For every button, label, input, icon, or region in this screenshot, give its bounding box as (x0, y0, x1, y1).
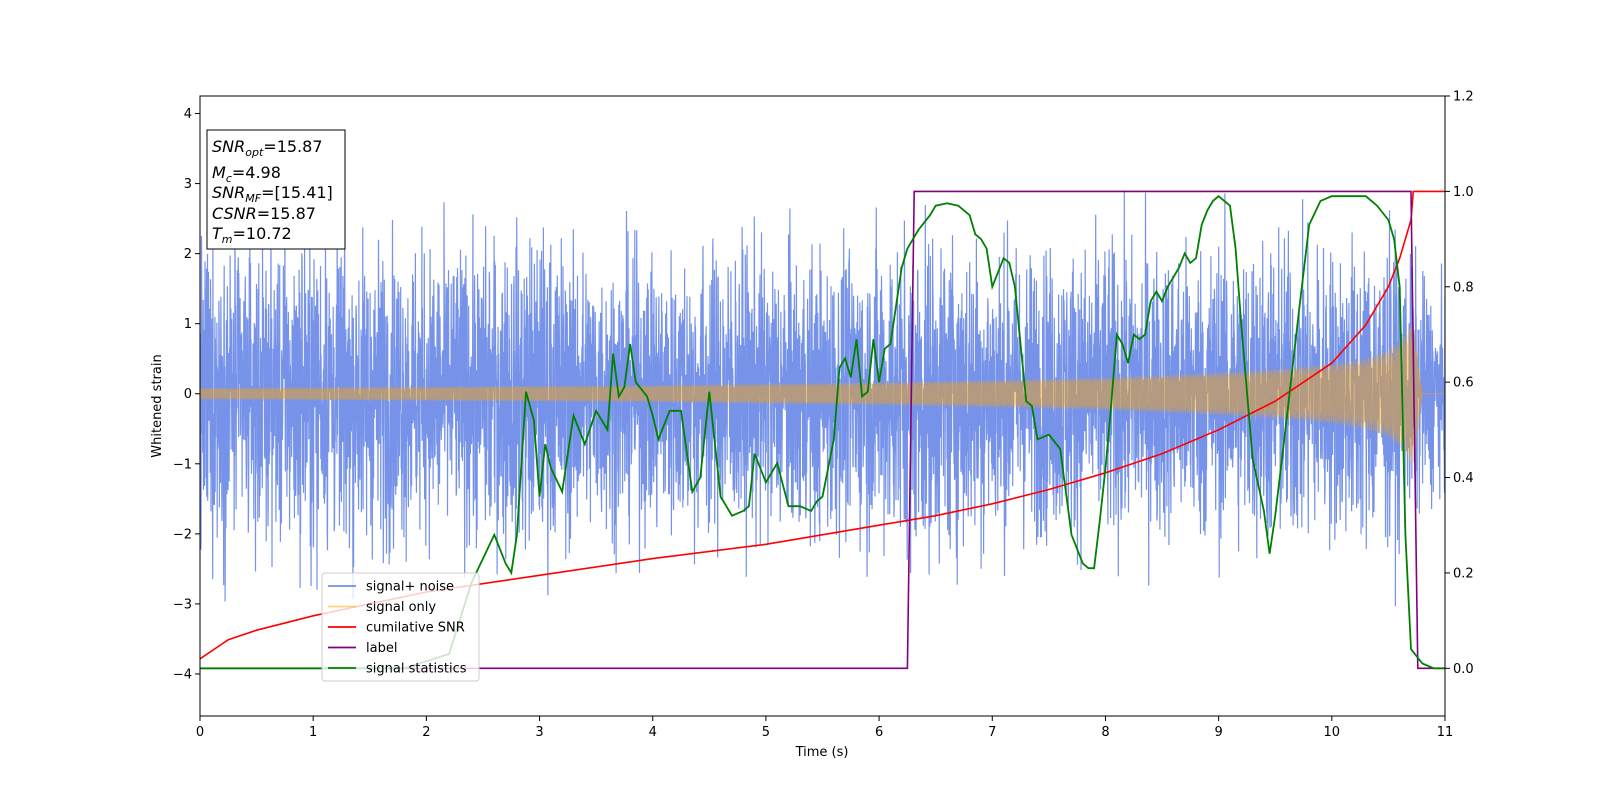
x-tick-label: 1 (309, 725, 317, 740)
y-tick-label: −2 (173, 527, 192, 542)
y2-tick-label: 0.8 (1453, 280, 1474, 295)
x-tick-label: 8 (1101, 725, 1109, 740)
annotation-frame (206, 129, 346, 250)
series-signal-statistics (200, 195, 1445, 670)
legend-label: label (366, 641, 397, 656)
axes-frame (199, 95, 1446, 717)
y2-tick-label: 0.6 (1453, 376, 1474, 391)
x-axis-label: Time (s) (795, 745, 849, 760)
snr-opt-value: =15.87 (263, 137, 322, 156)
csnr-value: =15.87 (257, 204, 316, 223)
tm-value: =10.72 (233, 224, 292, 243)
y-tick-label: 3 (184, 177, 192, 192)
tm-name: T (212, 224, 223, 243)
x-axis-ticks: 0 1 2 3 4 5 6 7 8 9 10 11 (196, 716, 1453, 740)
y-tick-label: −3 (173, 597, 192, 612)
snr-mf-value: =[15.41] (261, 183, 333, 202)
legend-label: signal+ noise (366, 580, 454, 595)
x-tick-label: 10 (1324, 725, 1341, 740)
y2-tick-label: 0.2 (1453, 566, 1474, 581)
x-tick-label: 9 (1214, 725, 1222, 740)
x-tick-label: 7 (988, 725, 996, 740)
csnr-name: CSNR (212, 204, 257, 223)
snr-mf-sub: MF (245, 192, 261, 205)
y2-tick-label: 1.0 (1453, 185, 1474, 200)
annotation-tm: Tm=10.72 (212, 224, 292, 246)
mc-sub: c (226, 172, 232, 185)
x-tick-label: 2 (422, 725, 430, 740)
legend-frame (321, 572, 480, 682)
legend: signal+ noise signal only cumilative SNR la… (321, 572, 480, 682)
annotation-snr-mf: SNRMF=[15.41] (212, 183, 333, 205)
annotation-mc: Mc=4.98 (212, 163, 281, 185)
x-tick-label: 5 (762, 725, 770, 740)
y2-tick-label: 0.4 (1453, 471, 1474, 486)
mc-name: M (212, 163, 226, 182)
legend-label: signal statistics (366, 662, 467, 677)
y2-tick-label: 1.2 (1453, 90, 1474, 105)
tm-sub: m (222, 233, 233, 246)
legend-items: signal+ noise signal only cumilative SNR la… (328, 580, 467, 677)
y-tick-label: 0 (184, 387, 192, 402)
y2-axis-ticks: 0.0 0.2 0.4 0.6 0.8 1.0 1.2 (1445, 90, 1474, 677)
y-tick-label: 2 (184, 247, 192, 262)
y2-tick-label: 0.0 (1453, 662, 1474, 677)
x-tick-label: 3 (535, 725, 543, 740)
y-tick-label: 4 (184, 107, 192, 122)
y-tick-label: 1 (184, 317, 192, 332)
snr-mf-name: SNR (212, 183, 245, 202)
x-tick-label: 4 (649, 725, 657, 740)
x-tick-label: 0 (196, 725, 204, 740)
y-axis-label: Whitened strain (150, 354, 165, 457)
snr-opt-sub: opt (245, 146, 264, 159)
annotation-csnr: CSNR=15.87 (212, 204, 316, 223)
series-signal-noise (200, 189, 1445, 607)
y-tick-label: −1 (173, 457, 192, 472)
legend-label: signal only (366, 600, 436, 615)
x-tick-label: 6 (875, 725, 883, 740)
y-axis-ticks: −4 −3 −2 −1 0 1 2 3 4 (173, 107, 200, 682)
series-label (200, 190, 1445, 670)
mc-value: =4.98 (232, 163, 281, 182)
snr-opt-name: SNR (212, 137, 245, 156)
legend-label: cumilative SNR (366, 621, 465, 636)
annotation-snr-opt: SNRopt=15.87 (212, 137, 323, 159)
y-tick-label: −4 (173, 667, 192, 682)
x-tick-label: 11 (1437, 725, 1454, 740)
series-signal-only (200, 321, 1445, 465)
annotation-box: SNRopt=15.87 Mc=4.98 SNRMF=[15.41] CSNR=… (206, 129, 346, 250)
